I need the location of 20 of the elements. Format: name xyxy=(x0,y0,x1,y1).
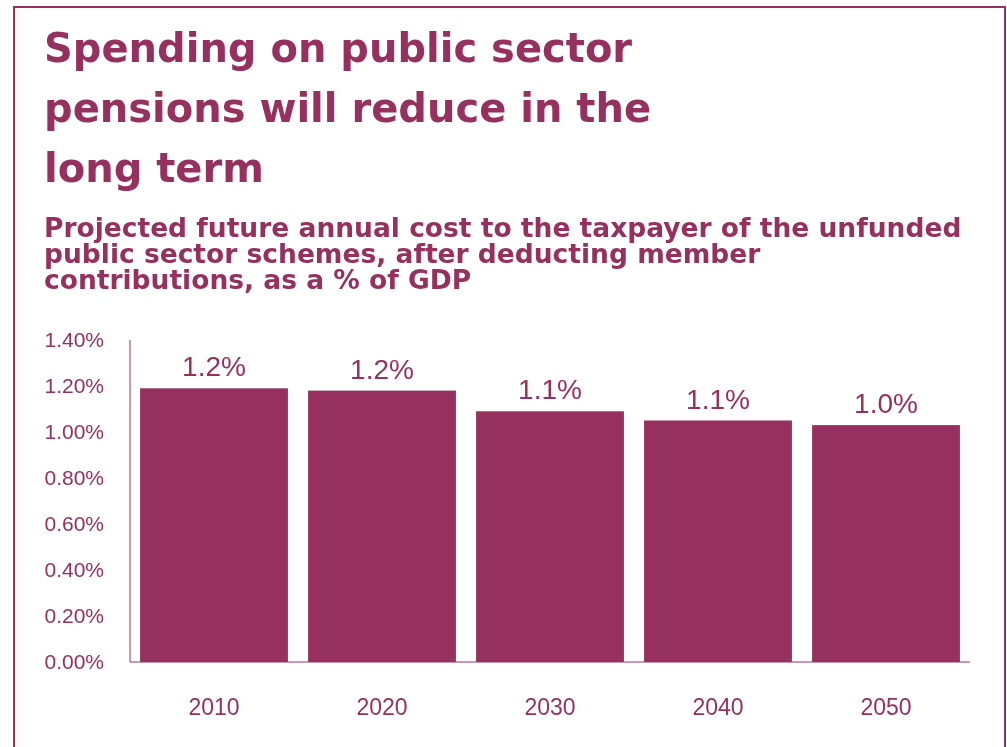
x-tick-label: 2030 xyxy=(524,694,576,720)
y-tick-label: 0.20% xyxy=(44,604,104,627)
chart-subtitle: Projected future annual cost to the taxpayer of the unfunded public sector schemes, after deducting member contributions, as a % of GDP xyxy=(44,212,962,295)
x-tick-label: 2050 xyxy=(860,694,912,720)
data-label: 1.2% xyxy=(350,353,414,385)
y-tick-label: 1.00% xyxy=(44,420,104,443)
data-label: 1.2% xyxy=(182,351,246,383)
x-tick-label: 2010 xyxy=(188,694,240,720)
y-tick-label: 0.60% xyxy=(44,512,104,535)
x-tick-label: 2020 xyxy=(356,694,408,720)
chart-title: Spending on public sector pensions will reduce in the long term xyxy=(44,25,652,191)
data-label: 1.1% xyxy=(518,374,582,406)
y-tick-label: 0.80% xyxy=(44,466,104,489)
x-tick-label: 2040 xyxy=(692,694,744,720)
data-label: 1.1% xyxy=(686,383,750,415)
y-tick-label: 1.40% xyxy=(44,328,104,351)
y-tick-label: 0.40% xyxy=(44,558,104,581)
y-tick-label: 1.20% xyxy=(44,374,104,397)
data-label: 1.0% xyxy=(854,388,918,420)
y-tick-label: 0.00% xyxy=(44,650,104,673)
